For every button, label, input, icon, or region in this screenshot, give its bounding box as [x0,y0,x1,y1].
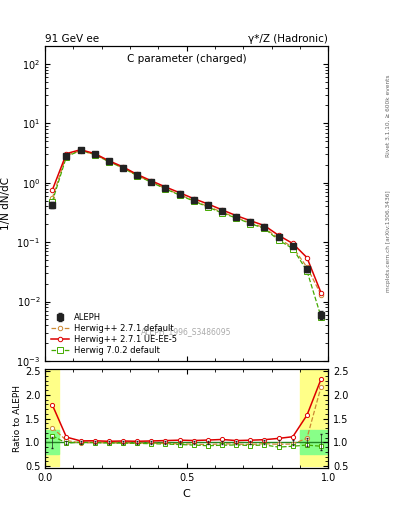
Herwig 7.0.2 default [107,159,111,165]
Herwig++ 2.7.1 UE-EE-5 [92,151,97,157]
Herwig++ 2.7.1 UE-EE-5 [319,290,323,296]
Herwig 7.0.2 default [121,165,125,171]
Herwig 7.0.2 default [319,314,323,320]
Herwig++ 2.7.1 UE-EE-5 [121,164,125,170]
Herwig++ 2.7.1 default [234,215,239,221]
Line: Herwig 7.0.2 default: Herwig 7.0.2 default [50,147,324,319]
Herwig++ 2.7.1 default [319,292,323,298]
Herwig++ 2.7.1 default [305,264,309,270]
Text: C parameter (charged): C parameter (charged) [127,54,246,64]
Herwig 7.0.2 default [64,154,69,160]
Herwig++ 2.7.1 default [248,220,253,226]
Bar [314,369,328,466]
Herwig++ 2.7.1 UE-EE-5 [234,212,239,219]
Bar [300,369,314,466]
Herwig++ 2.7.1 default [135,173,140,179]
Herwig++ 2.7.1 default [220,209,224,215]
Herwig++ 2.7.1 default [64,152,69,158]
Herwig 7.0.2 default [248,221,253,227]
Herwig++ 2.7.1 UE-EE-5 [248,218,253,224]
Herwig 7.0.2 default [206,204,210,210]
Herwig++ 2.7.1 UE-EE-5 [50,187,55,193]
Line: Herwig++ 2.7.1 default: Herwig++ 2.7.1 default [50,148,323,297]
Bar [45,431,59,454]
Herwig 7.0.2 default [78,147,83,154]
Text: ALEPH_1996_S3486095: ALEPH_1996_S3486095 [141,327,232,336]
Herwig++ 2.7.1 UE-EE-5 [206,201,210,207]
Herwig 7.0.2 default [149,179,154,185]
Herwig 7.0.2 default [276,237,281,243]
Line: Herwig++ 2.7.1 UE-EE-5: Herwig++ 2.7.1 UE-EE-5 [50,147,323,295]
Herwig++ 2.7.1 UE-EE-5 [290,241,295,247]
Herwig++ 2.7.1 UE-EE-5 [191,196,196,202]
Herwig++ 2.7.1 default [163,185,168,191]
Herwig++ 2.7.1 default [177,191,182,198]
Text: γ*/Z (Hadronic): γ*/Z (Hadronic) [248,33,328,44]
X-axis label: C: C [183,489,191,499]
Herwig++ 2.7.1 default [50,195,55,201]
Herwig++ 2.7.1 default [107,158,111,164]
Herwig 7.0.2 default [220,210,224,216]
Legend: ALEPH, Herwig++ 2.7.1 default, Herwig++ 2.7.1 UE-EE-5, Herwig 7.0.2 default: ALEPH, Herwig++ 2.7.1 default, Herwig++ … [50,311,178,357]
Bar [300,431,314,454]
Herwig++ 2.7.1 UE-EE-5 [64,151,69,157]
Herwig 7.0.2 default [163,186,168,192]
Herwig 7.0.2 default [92,152,97,158]
Bar [314,431,328,454]
Herwig++ 2.7.1 default [121,165,125,171]
Herwig++ 2.7.1 UE-EE-5 [107,158,111,164]
Herwig++ 2.7.1 UE-EE-5 [276,232,281,239]
Text: mcplots.cern.ch [arXiv:1306.3436]: mcplots.cern.ch [arXiv:1306.3436] [386,190,391,292]
Herwig++ 2.7.1 default [78,148,83,154]
Herwig++ 2.7.1 default [276,236,281,242]
Herwig++ 2.7.1 UE-EE-5 [78,146,83,153]
Herwig++ 2.7.1 default [191,198,196,204]
Herwig 7.0.2 default [262,225,267,231]
Text: Rivet 3.1.10, ≥ 600k events: Rivet 3.1.10, ≥ 600k events [386,74,391,157]
Herwig++ 2.7.1 UE-EE-5 [149,178,154,184]
Herwig 7.0.2 default [177,192,182,198]
Herwig 7.0.2 default [135,173,140,179]
Herwig 7.0.2 default [191,198,196,204]
Bar [45,369,59,466]
Herwig++ 2.7.1 UE-EE-5 [220,207,224,213]
Herwig 7.0.2 default [50,199,55,205]
Herwig++ 2.7.1 default [149,179,154,185]
Y-axis label: 1/N dN/dC: 1/N dN/dC [1,177,11,230]
Herwig++ 2.7.1 default [290,244,295,250]
Herwig 7.0.2 default [234,215,239,221]
Herwig 7.0.2 default [305,268,309,274]
Herwig++ 2.7.1 default [206,203,210,209]
Y-axis label: Ratio to ALEPH: Ratio to ALEPH [13,385,22,452]
Herwig++ 2.7.1 UE-EE-5 [305,254,309,261]
Text: 91 GeV ee: 91 GeV ee [45,33,99,44]
Herwig 7.0.2 default [290,245,295,251]
Herwig++ 2.7.1 default [92,152,97,158]
Herwig++ 2.7.1 UE-EE-5 [177,189,182,196]
Herwig++ 2.7.1 default [262,225,267,231]
Herwig++ 2.7.1 UE-EE-5 [262,223,267,229]
Herwig++ 2.7.1 UE-EE-5 [163,184,168,190]
Herwig++ 2.7.1 UE-EE-5 [135,172,140,178]
